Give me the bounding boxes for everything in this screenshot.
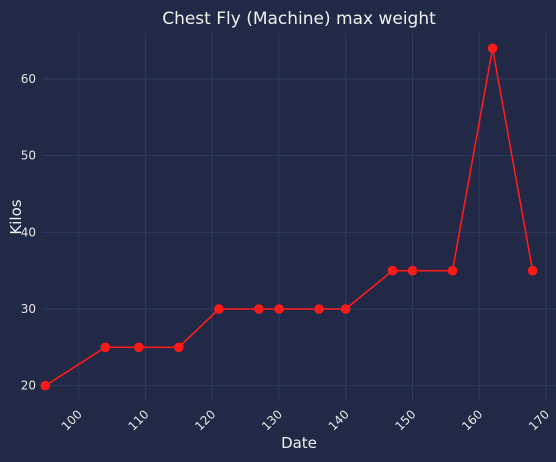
x-tick-label: 130 [259, 407, 285, 433]
series-line [44, 47, 534, 387]
y-tick-label: 40 [21, 225, 36, 239]
data-point [274, 304, 284, 314]
x-tick-label: 150 [393, 407, 419, 433]
series-layer [40, 43, 538, 391]
x-tick-label: 160 [459, 407, 485, 433]
data-point [340, 304, 351, 314]
data-point [40, 380, 51, 391]
data-point [214, 304, 224, 314]
data-point [174, 342, 184, 353]
grid [42, 33, 556, 401]
x-tick-label: 170 [526, 407, 552, 433]
y-tick-label: 30 [21, 302, 36, 316]
data-point [100, 342, 111, 353]
data-point [527, 265, 538, 276]
x-axis-title: Date [281, 434, 317, 452]
x-tick-label: 100 [59, 407, 85, 433]
data-point [487, 43, 498, 54]
y-axis-title: Kilos [7, 199, 25, 234]
y-tick-label: 20 [21, 379, 36, 393]
data-point [387, 265, 398, 276]
data-point [254, 304, 264, 314]
chart-title: Chest Fly (Machine) max weight [162, 9, 436, 29]
y-tick-label: 60 [21, 72, 36, 86]
data-point [447, 265, 458, 276]
data-point [407, 265, 418, 276]
y-tick-label: 50 [21, 149, 36, 163]
data-point [314, 304, 324, 314]
data-point [134, 342, 144, 353]
x-tick-label: 140 [326, 407, 352, 433]
tick-labels: 100 110 120 130 140 150 160 170 20 30 40 50 60 [21, 72, 552, 433]
x-tick-label: 110 [125, 407, 151, 433]
x-tick-label: 120 [192, 407, 218, 433]
